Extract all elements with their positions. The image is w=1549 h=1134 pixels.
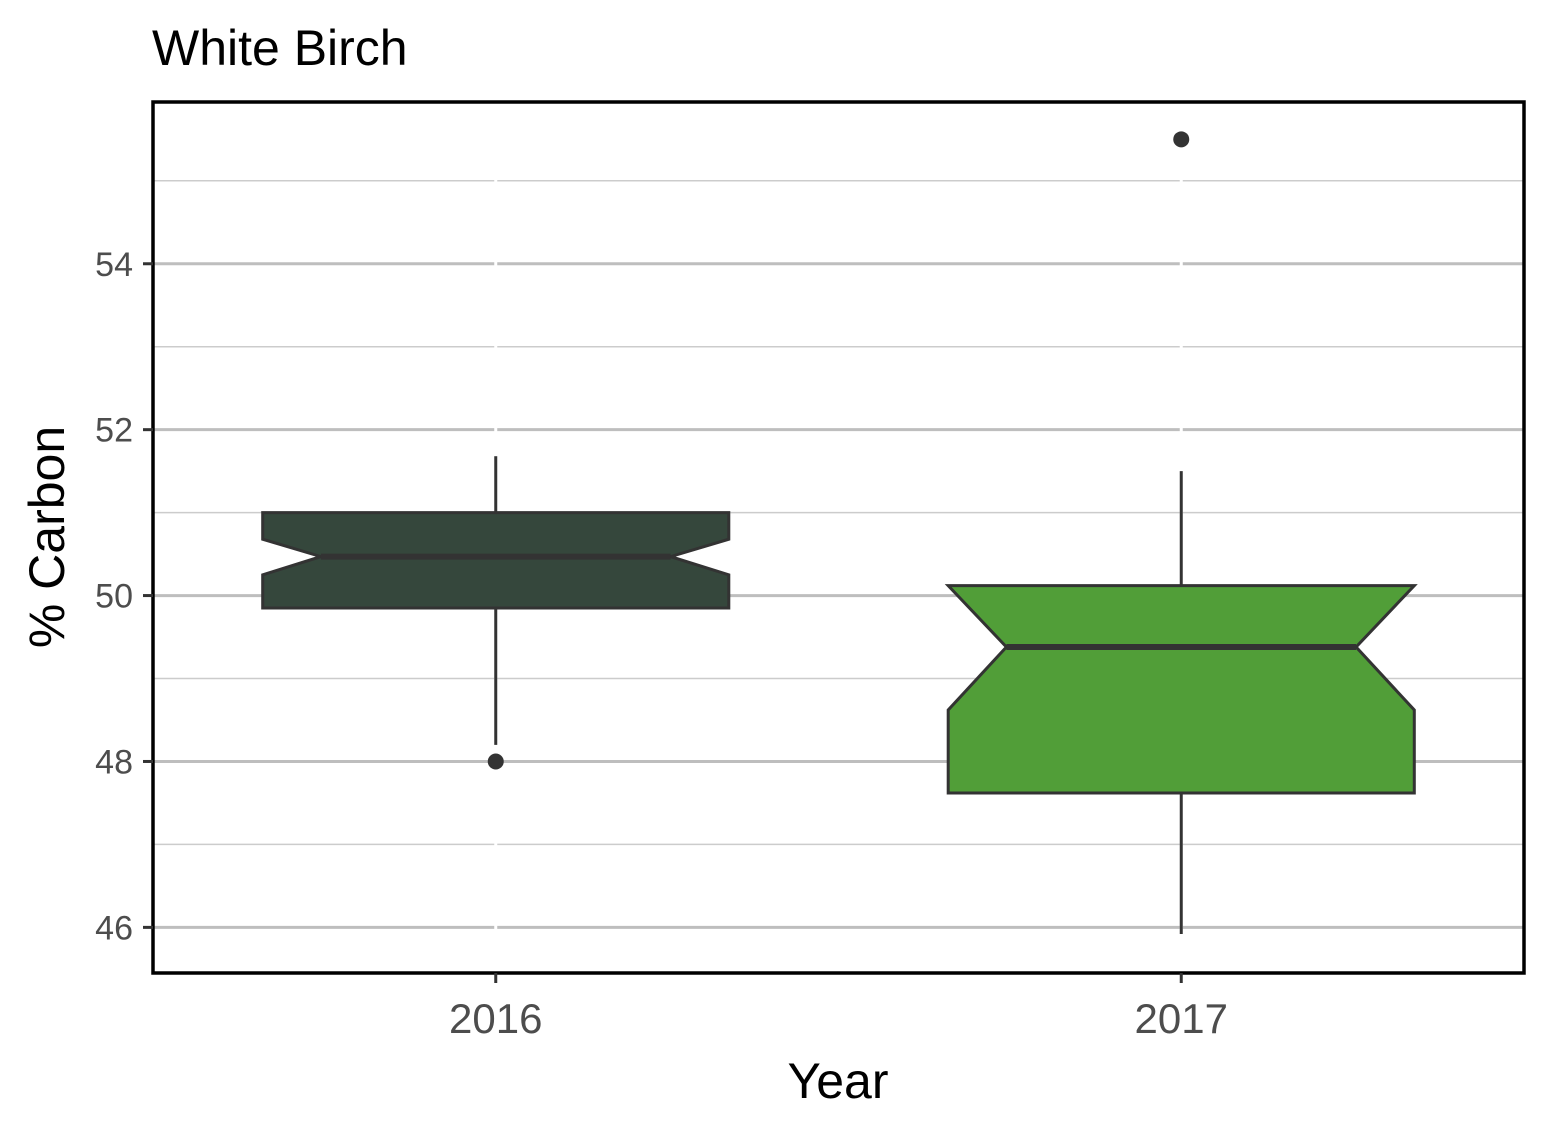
plot-panel-border [151, 100, 1526, 975]
x-axis-title: Year [787, 1053, 888, 1109]
y-tick-label: 50 [95, 578, 133, 616]
notched-box [261, 511, 731, 610]
box-layer [261, 131, 1418, 935]
outlier-point [487, 753, 504, 770]
notched-box [944, 584, 1418, 795]
axis-layer: 46 48 50 52 54 2016 2017 [95, 246, 1228, 1042]
y-axis-title: % Carbon [19, 426, 75, 648]
box-2016 [261, 456, 731, 770]
x-tick-label: 2017 [1135, 995, 1228, 1042]
box-2017 [944, 131, 1418, 935]
y-tick-label: 48 [95, 743, 133, 781]
y-tick-label: 54 [95, 246, 133, 284]
y-tick-label: 52 [95, 412, 133, 450]
outlier-point [1173, 131, 1190, 148]
y-tick-label: 46 [95, 909, 133, 947]
chart-title: White Birch [152, 20, 408, 76]
x-tick-label: 2016 [449, 995, 542, 1042]
